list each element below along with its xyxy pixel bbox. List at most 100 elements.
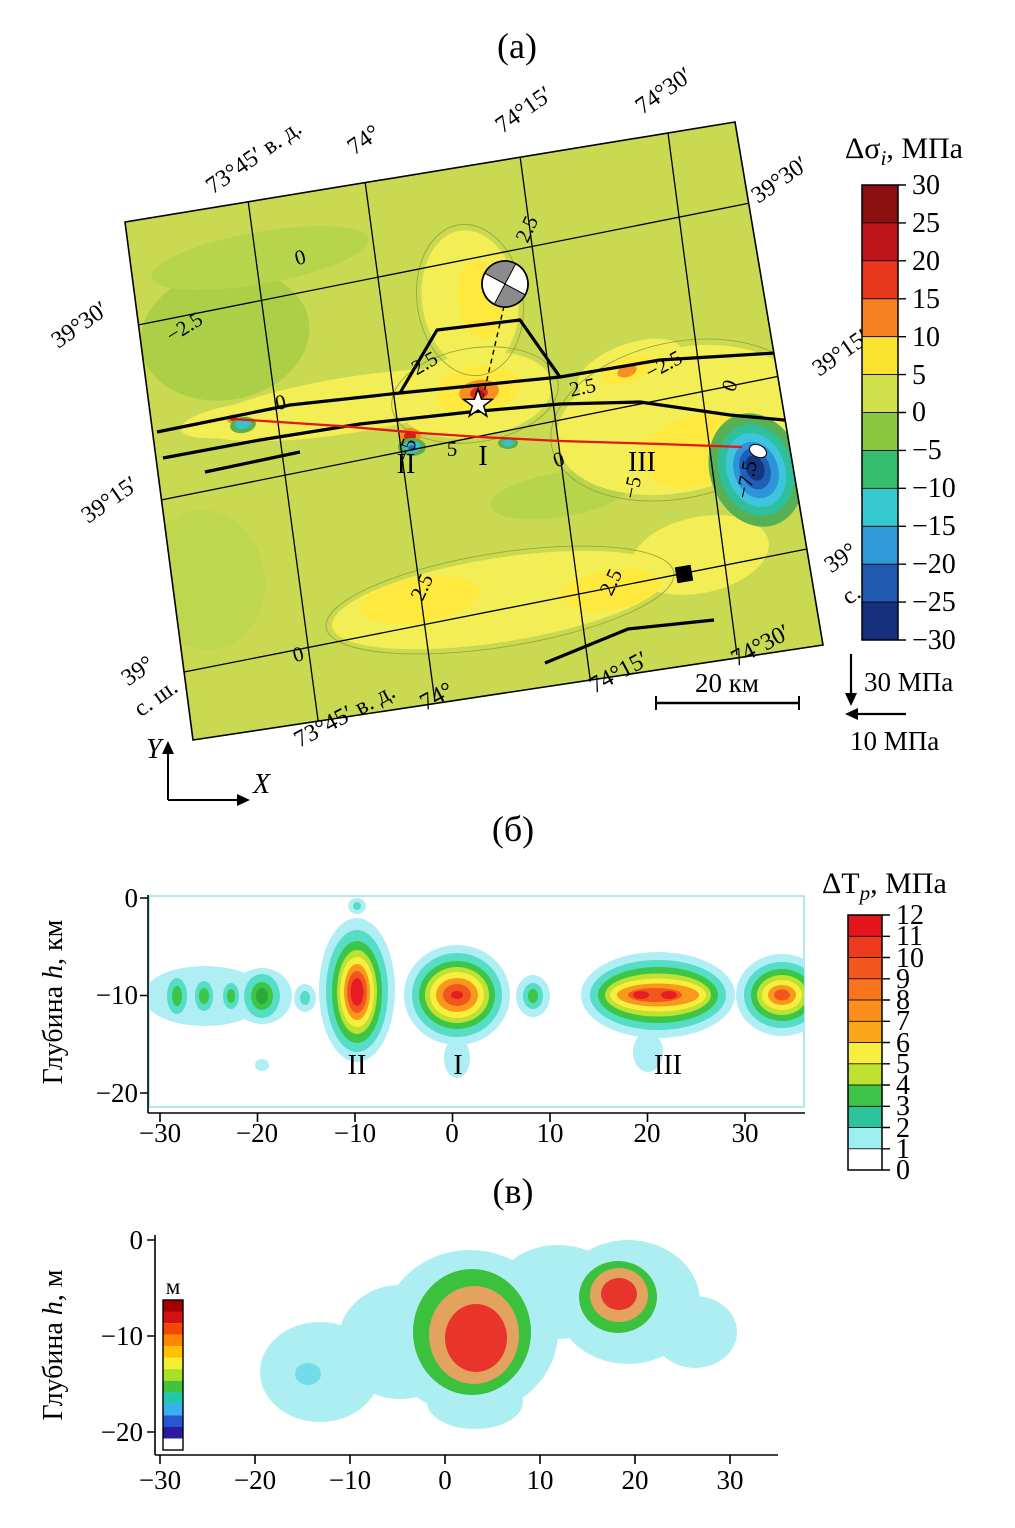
axis-x-label: X xyxy=(252,769,271,800)
x-tick: −20 xyxy=(234,1465,276,1495)
left-arrow-icon xyxy=(845,708,906,720)
x-tick: 10 xyxy=(537,1118,564,1148)
colorbar-tick: 6 xyxy=(896,1028,910,1059)
section-v-y-ticks: 0 −10 −20 xyxy=(101,1225,143,1447)
section-b-ylabel: Глубина h, км xyxy=(38,919,69,1084)
colorbar-tick: 15 xyxy=(912,284,940,315)
colorbar-tick: 10 xyxy=(896,943,924,974)
panel-b-title: (б) xyxy=(492,809,534,849)
epicenter-star-icon xyxy=(461,386,495,418)
colorbar-tick: 11 xyxy=(896,921,923,952)
colorbar-tick: 25 xyxy=(912,208,940,239)
zone-label: I xyxy=(453,1050,462,1081)
model-axes: Y X xyxy=(146,734,271,806)
y-tick: −20 xyxy=(96,1078,138,1108)
vector-left-label: 10 МПа xyxy=(850,726,939,756)
negative-anomaly-spots xyxy=(230,413,804,527)
y-tick: 0 xyxy=(125,883,139,913)
x-axis-arrow-icon xyxy=(168,794,250,806)
colorbar-tick: 7 xyxy=(896,1006,910,1037)
mini-colorbar-label: м xyxy=(166,1274,181,1299)
stress-vector-legend: 30 МПа 10 МПа xyxy=(845,654,953,756)
contour-label: 0 xyxy=(273,389,288,415)
profile-line xyxy=(232,417,743,449)
colorbar-tick: 4 xyxy=(896,1070,910,1101)
axis-y-label: Y xyxy=(146,734,165,765)
x-tick: −20 xyxy=(236,1118,278,1148)
colorbar-tick: −25 xyxy=(912,587,956,618)
colorbar-a-title: Δσi, МПа xyxy=(845,132,963,170)
panel-v-title: (в) xyxy=(493,1171,534,1211)
section-v-x-ticks: −30 −20 −10 0 10 20 30 xyxy=(139,1465,744,1495)
x-tick: 0 xyxy=(445,1118,459,1148)
y-tick: −10 xyxy=(96,980,138,1010)
lat-label: 39°30′ xyxy=(747,152,813,209)
colorbar-tick: −10 xyxy=(912,473,956,504)
y-axis-arrow-icon xyxy=(162,741,174,800)
section-v-ylabel: Глубина h, м xyxy=(38,1269,69,1420)
colorbar-tick: −15 xyxy=(912,511,956,542)
scale-bar-label: 20 км xyxy=(695,668,759,698)
x-tick: −10 xyxy=(334,1118,376,1148)
section-b-y-ticks: 0 −10 −20 xyxy=(96,883,138,1108)
section-b-x-ticks: −30 −20 −10 0 10 20 30 xyxy=(139,1118,759,1148)
colorbar-tick: 10 xyxy=(912,322,940,353)
colorbar-tick: 20 xyxy=(912,246,940,277)
colorbar-tick: 2 xyxy=(896,1113,910,1144)
zone-label: II xyxy=(397,449,416,480)
x-tick: −30 xyxy=(139,1118,181,1148)
colorbar-b: ΔТp, МПа 12 11 10 9 8 7 6 5 4 3 2 1 0 xyxy=(822,867,947,1186)
contour-label: −5 xyxy=(618,474,646,501)
colorbar-tick: 1 xyxy=(896,1134,910,1165)
scale-bar: 20 км xyxy=(655,668,800,710)
panel-a-title: (а) xyxy=(497,26,537,66)
lon-label: 74°15′ xyxy=(491,82,557,139)
colorbar-tick: 5 xyxy=(896,1049,910,1080)
colorbar-tick: 30 xyxy=(912,170,940,201)
stress-map-surface xyxy=(125,122,823,740)
fault-lines xyxy=(156,318,807,665)
colorbar-b-ticks: 12 11 10 9 8 7 6 5 4 3 2 1 0 xyxy=(896,900,924,1186)
map-zone-labels: II I III xyxy=(397,441,656,480)
x-tick: 0 xyxy=(438,1465,452,1495)
graticule-lines xyxy=(137,132,813,721)
y-tick: −20 xyxy=(101,1417,143,1447)
x-tick: 20 xyxy=(622,1465,649,1495)
zone-label: III xyxy=(628,447,656,478)
vector-down-label: 30 МПа xyxy=(864,667,953,697)
zone-label: I xyxy=(478,441,487,472)
black-square-icon xyxy=(674,564,694,584)
colorbar-a-ticks: 30 25 20 15 10 5 0 −5 −10 −15 −20 −25 −3… xyxy=(912,170,956,656)
colorbar-tick: 12 xyxy=(896,900,924,931)
down-arrow-icon xyxy=(845,654,857,706)
lon-label: 73°45′ в. д. xyxy=(201,115,306,200)
panel-a: (а) xyxy=(47,26,963,806)
colorbar-tick: 0 xyxy=(896,1155,910,1186)
section-b-zone-labels: II I III xyxy=(348,1050,682,1081)
y-tick: 0 xyxy=(130,1225,144,1255)
x-tick: 20 xyxy=(634,1118,661,1148)
section-v-contours xyxy=(260,1240,737,1429)
mini-colorbar: м xyxy=(162,1274,184,1451)
panel-v: (в) м xyxy=(38,1171,778,1495)
y-tick: −10 xyxy=(101,1321,143,1351)
panel-b: (б) xyxy=(38,809,947,1186)
colorbar-tick: 9 xyxy=(896,964,910,995)
colorbar-tick: 0 xyxy=(912,397,926,428)
x-tick: −30 xyxy=(139,1465,181,1495)
x-tick: 30 xyxy=(717,1465,744,1495)
colorbar-tick: 8 xyxy=(896,985,910,1016)
contour-label: 5 xyxy=(447,437,458,461)
lat-label: 39°30′ xyxy=(47,297,113,354)
section-b-contours xyxy=(149,898,804,1078)
x-tick: −10 xyxy=(329,1465,371,1495)
lon-label: 74°30′ xyxy=(631,63,697,120)
lat-label: 39°15′ xyxy=(77,472,143,529)
contour-label: 2.5 xyxy=(567,373,598,402)
colorbar-b-title: ΔТp, МПа xyxy=(822,867,947,905)
x-tick: 10 xyxy=(527,1465,554,1495)
lon-label: 74° xyxy=(343,120,385,161)
section-v-axes xyxy=(147,1235,778,1464)
section-b-axes xyxy=(140,895,805,1122)
